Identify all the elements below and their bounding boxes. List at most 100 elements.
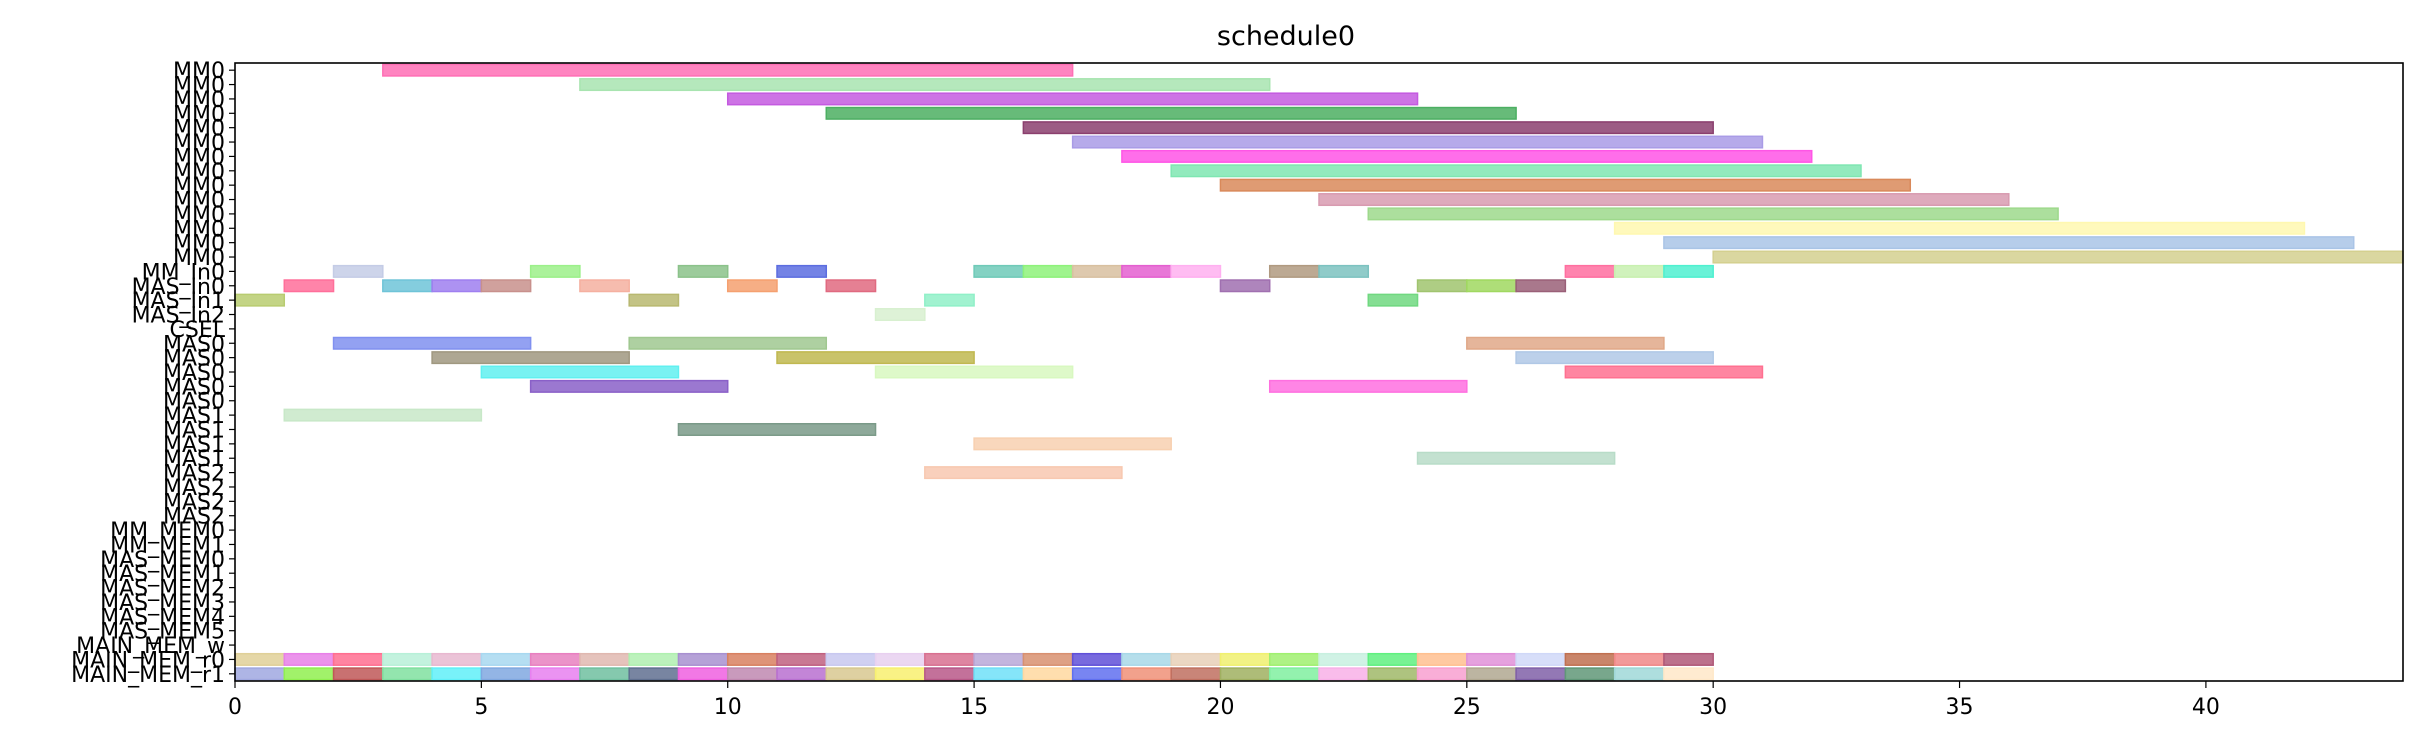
y-tick-label: MAS1 [163, 418, 225, 443]
y-tick-label: MAS2 [163, 462, 225, 487]
y-tick-label: MAS1 [163, 404, 225, 429]
x-tick-label: 35 [1946, 695, 1974, 720]
gantt-bar [1367, 652, 1419, 666]
gantt-bar [1416, 652, 1468, 666]
y-tick-label: MM0 [173, 160, 225, 185]
gantt-bar [726, 279, 778, 293]
gantt-bar [1515, 351, 1714, 365]
x-axis: 0 5 10 15 20 25 30 35 40 [228, 681, 2220, 720]
gantt-bar [1022, 667, 1074, 681]
gantt-bar [776, 667, 828, 681]
gantt-bar [973, 652, 1025, 666]
gantt-bar [677, 422, 877, 436]
gantt-bar [1663, 236, 2355, 250]
gantt-bar [1367, 293, 1419, 307]
gantt-bar [480, 279, 532, 293]
gantt-bar [726, 92, 1419, 106]
gantt-bar [480, 667, 532, 681]
gantt-bar [628, 667, 680, 681]
gantt-bar [776, 652, 828, 666]
gantt-bar [1416, 279, 1468, 293]
gantt-bar [825, 652, 877, 666]
gantt-bar [382, 279, 433, 293]
gantt-bar [1121, 652, 1172, 666]
y-tick-label: MAS0 [163, 347, 225, 372]
gantt-bar [1268, 652, 1320, 666]
x-tick-label: 30 [1699, 695, 1727, 720]
y-tick-label: MM0 [173, 246, 225, 271]
gantt-bar [480, 652, 532, 666]
y-tick-label: MAS2 [163, 476, 225, 501]
y-tick-label: MAS0 [163, 361, 225, 386]
gantt-bar [382, 63, 1074, 77]
gantt-bar [283, 408, 483, 422]
gantt-bar [1515, 279, 1567, 293]
gantt-bar [1071, 667, 1123, 681]
gantt-bar [1564, 365, 1764, 379]
y-tick-label: MM0 [173, 203, 225, 228]
gantt-bar [1022, 652, 1074, 666]
y-tick-label: MM0 [173, 102, 225, 127]
gantt-bar [1071, 652, 1123, 666]
y-axis: MM0MM0MM0MM0MM0MM0MM0MM0MM0MM0MM0MM0MM0M… [71, 59, 235, 688]
gantt-bar [825, 106, 1517, 120]
y-tick-label: MAS0 [163, 375, 225, 400]
gantt-bar [332, 667, 384, 681]
gantt-bar [1663, 652, 1714, 666]
gantt-bar [1121, 149, 1813, 163]
y-tick-label: MM0 [173, 59, 225, 84]
gantt-bar [1121, 264, 1172, 278]
gantt-bar [1318, 193, 2010, 207]
y-tick-label: MM0 [173, 174, 225, 199]
gantt-bar [1466, 652, 1517, 666]
gantt-bar [1219, 667, 1271, 681]
gantt-bar [1367, 667, 1419, 681]
y-tick-label: MAS1 [163, 447, 225, 472]
x-tick-label: 0 [228, 695, 242, 720]
gantt-bar [1318, 667, 1370, 681]
y-tick-label: MM0 [173, 217, 225, 242]
gantt-bar [529, 264, 581, 278]
gantt-bar [283, 667, 335, 681]
gantt-bar [431, 279, 483, 293]
y-tick-label: MAS_MEM1 [100, 562, 225, 587]
x-tick-label: 15 [960, 695, 988, 720]
gantt-bar [234, 652, 286, 666]
gantt-bar [234, 667, 286, 681]
y-tick-label: MAS0 [163, 332, 225, 357]
y-tick-label: MAIN_MEM_r1 [71, 663, 225, 688]
gantt-bar [332, 652, 384, 666]
gantt-bar [776, 351, 975, 365]
gantt-bar [924, 652, 975, 666]
gantt-bar [579, 652, 630, 666]
gantt-bar [579, 78, 1271, 92]
gantt-bar [825, 667, 877, 681]
bars-layer [234, 63, 2404, 681]
gantt-bar [1219, 652, 1271, 666]
gantt-bar [431, 351, 630, 365]
gantt-bar [1268, 379, 1468, 393]
y-tick-label: MM0 [173, 189, 225, 214]
gantt-bar [1613, 264, 1665, 278]
x-tick-label: 10 [714, 695, 742, 720]
gantt-bar [776, 264, 828, 278]
y-tick-label: MAS_In2 [132, 304, 225, 329]
y-tick-label: MAS0 [163, 390, 225, 415]
gantt-bar [1564, 667, 1616, 681]
gantt-bar [1170, 667, 1222, 681]
gantt-bar [1613, 652, 1665, 666]
gantt-bar [726, 652, 778, 666]
y-tick-label: MM0 [173, 74, 225, 99]
gantt-bar [628, 293, 680, 307]
gantt-bar [924, 293, 975, 307]
y-tick-label: MM0 [173, 145, 225, 170]
gantt-bar [973, 437, 1172, 451]
gantt-bar [874, 667, 926, 681]
y-tick-label: MM_MEM1 [110, 533, 225, 558]
gantt-bar [382, 667, 433, 681]
gantt-bar [332, 264, 384, 278]
gantt-bar [677, 264, 729, 278]
gantt-bar [1466, 279, 1517, 293]
gantt-bar [579, 279, 630, 293]
